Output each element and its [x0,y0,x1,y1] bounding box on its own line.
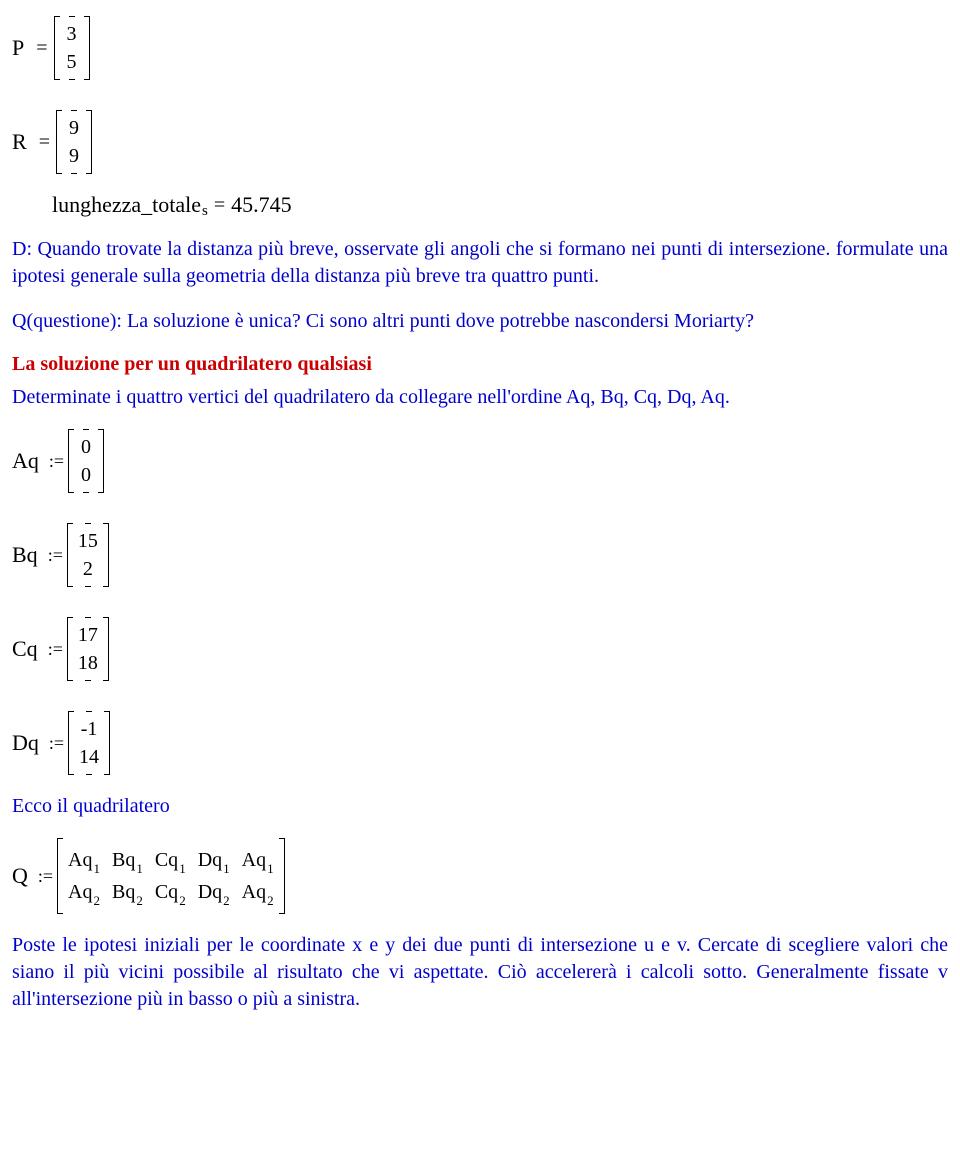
lunghezza-sub: s [202,203,208,220]
lunghezza-eq: = [214,194,225,217]
label-R: R [12,129,27,155]
matrix-Q-bracket: Aq1 Bq1 Cq1 Dq1 Aq1 Aq2 Bq2 Cq2 Dq2 Aq2 [57,838,285,914]
op-Dq: := [49,733,64,754]
matrix-Q-row-2: Aq2 Bq2 Cq2 Dq2 Aq2 [68,876,274,908]
vector-Dq: Dq := -1 14 [12,711,948,775]
vector-Cq-row-2: 18 [78,649,98,677]
vector-P-row-2: 5 [65,48,79,76]
heading-soluzione: La soluzione per un quadrilatero qualsia… [12,353,948,376]
op-Q: := [38,866,53,887]
label-Cq: Cq [12,636,38,662]
matrix-cell: Cq1 [155,844,186,876]
vector-Aq-row-2: 0 [79,461,93,489]
lunghezza-value: 45.745 [231,192,292,218]
matrix-cell: Aq1 [242,844,274,876]
vector-R-bracket: 9 9 [56,110,92,174]
matrix-cell: Bq1 [112,844,143,876]
vector-R: R = 9 9 [12,110,948,174]
vector-Dq-row-2: 14 [79,743,99,771]
label-Q: Q [12,863,28,889]
paragraph-determinate: Determinate i quattro vertici del quadri… [12,384,948,411]
paragraph-Q: Q(questione): La soluzione è unica? Ci s… [12,308,948,335]
matrix-Q: Q := Aq1 Bq1 Cq1 Dq1 Aq1 Aq2 Bq2 Cq2 Dq2… [12,838,948,914]
vector-Dq-row-1: -1 [81,715,98,743]
op-Bq: := [48,545,63,566]
op-Aq: := [49,451,64,472]
paragraph-ecco: Ecco il quadrilatero [12,793,948,820]
vector-Bq-row-2: 2 [81,555,95,583]
vector-Cq-row-1: 17 [78,621,98,649]
vector-Bq: Bq := 15 2 [12,523,948,587]
label-P: P [12,35,24,61]
matrix-cell: Bq2 [112,876,143,908]
vector-Dq-bracket: -1 14 [68,711,110,775]
vector-P: P = 3 5 [12,16,948,80]
vector-Bq-row-1: 15 [78,527,98,555]
paragraph-D: D: Quando trovate la distanza più breve,… [12,236,948,290]
op-P: = [36,37,47,60]
matrix-cell: Aq2 [242,876,274,908]
matrix-cell: Cq2 [155,876,186,908]
vector-Cq-bracket: 17 18 [67,617,109,681]
vector-Aq-bracket: 0 0 [68,429,104,493]
vector-Cq: Cq := 17 18 [12,617,948,681]
op-Cq: := [48,639,63,660]
label-Aq: Aq [12,448,39,474]
lunghezza-label: lunghezza_totale [52,192,201,218]
lunghezza-row: lunghezza_totale s = 45.745 [52,192,948,218]
label-Bq: Bq [12,542,38,568]
vector-Aq: Aq := 0 0 [12,429,948,493]
matrix-cell: Aq1 [68,844,100,876]
vector-Bq-bracket: 15 2 [67,523,109,587]
vector-R-row-1: 9 [67,114,81,142]
vector-P-bracket: 3 5 [54,16,90,80]
vector-Aq-row-1: 0 [79,433,93,461]
vector-P-row-1: 3 [65,20,79,48]
matrix-Q-row-1: Aq1 Bq1 Cq1 Dq1 Aq1 [68,844,274,876]
matrix-cell: Dq2 [198,876,230,908]
label-Dq: Dq [12,730,39,756]
vector-R-row-2: 9 [67,142,81,170]
op-R: = [39,131,50,154]
paragraph-poste: Poste le ipotesi iniziali per le coordin… [12,932,948,1013]
matrix-cell: Aq2 [68,876,100,908]
matrix-cell: Dq1 [198,844,230,876]
